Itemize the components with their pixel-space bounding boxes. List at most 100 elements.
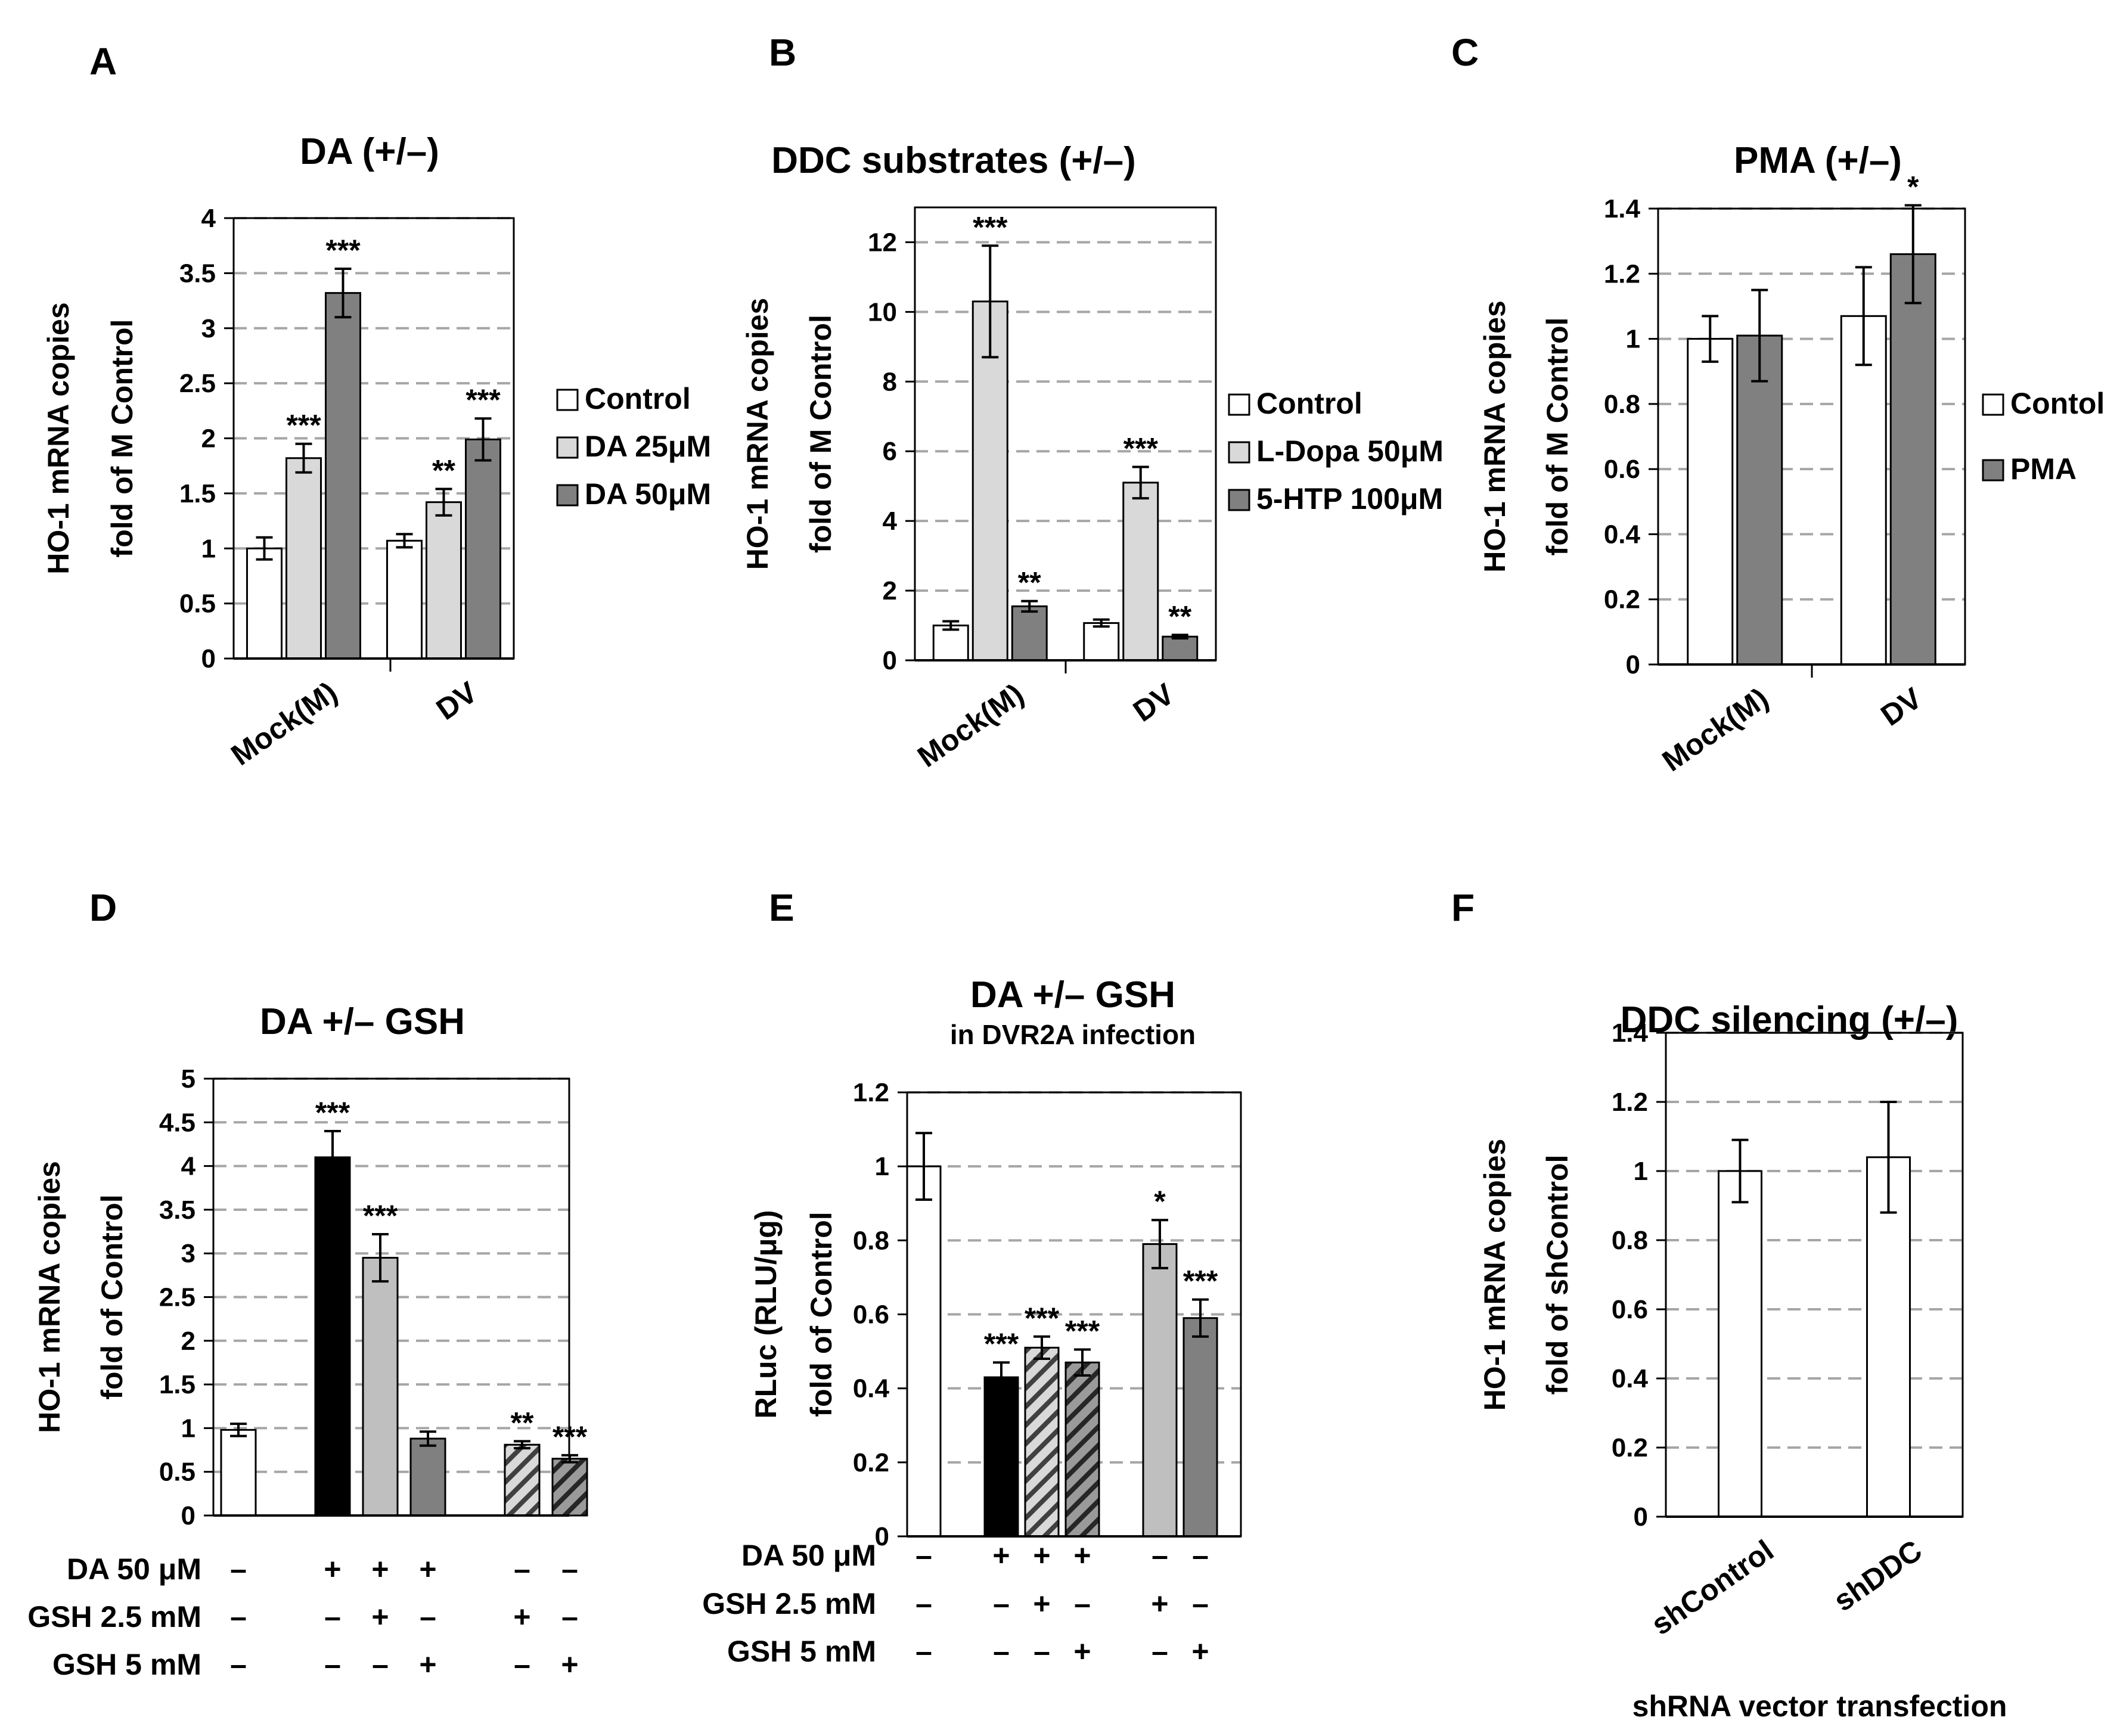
- y-tick-label: 0.8: [1612, 1226, 1648, 1255]
- chart-title: DDC substrates (+/–): [771, 140, 1136, 181]
- y-tick-label: 3: [181, 1239, 195, 1268]
- legend-entry: Control: [1256, 387, 1362, 420]
- bar: [1122, 482, 1159, 662]
- significance-label: ***: [315, 1096, 350, 1129]
- y-axis-label: HO-1 mRNA copies: [1478, 1139, 1511, 1411]
- bar: [1142, 1243, 1178, 1538]
- x-tick-label: Mock(M): [911, 677, 1029, 774]
- condition-mark: –: [1192, 1587, 1209, 1620]
- y-tick-label: 0: [201, 644, 216, 673]
- legend-entry: DA 25μM: [585, 430, 711, 463]
- y-tick-label: 0.4: [1612, 1364, 1649, 1393]
- x-tick-label: Mock(M): [225, 675, 343, 772]
- y-tick-label: 0.4: [1604, 520, 1641, 549]
- bar: [1064, 1361, 1100, 1538]
- condition-mark: –: [230, 1648, 247, 1681]
- y-tick-label: 0.6: [853, 1300, 889, 1330]
- y-tick-label: 0.2: [1612, 1433, 1648, 1462]
- condition-mark: –: [1192, 1539, 1209, 1572]
- bar: [1718, 1170, 1762, 1518]
- condition-mark: –: [514, 1552, 530, 1586]
- bar: [1083, 622, 1120, 662]
- condition-label: GSH 2.5 mM: [702, 1587, 876, 1620]
- chart-title: DDC silencing (+/–): [1621, 999, 1959, 1041]
- legend-entry: PMA: [2010, 452, 2077, 486]
- significance-label: ***: [984, 1327, 1019, 1361]
- condition-mark: –: [372, 1648, 389, 1681]
- bar: [409, 1437, 446, 1517]
- y-axis-label: fold of Control: [95, 1194, 129, 1399]
- bar: [932, 625, 969, 662]
- legend-swatch: [1228, 393, 1250, 416]
- condition-mark: –: [420, 1600, 436, 1633]
- y-axis-label: HO-1 mRNA copies: [33, 1161, 66, 1433]
- y-tick-label: 1: [201, 534, 216, 563]
- condition-mark: +: [324, 1552, 341, 1586]
- condition-mark: –: [1074, 1587, 1091, 1620]
- bar: [1182, 1317, 1218, 1538]
- y-tick-label: 2: [201, 424, 216, 454]
- legend-swatch: [556, 436, 579, 459]
- bar: [983, 1376, 1019, 1538]
- legend-entry: L-Dopa 50μM: [1256, 434, 1444, 468]
- significance-label: ***: [553, 1420, 588, 1454]
- significance-label: ***: [973, 210, 1008, 244]
- legend-swatch: [1982, 459, 2004, 482]
- y-tick-label: 5: [181, 1064, 195, 1094]
- condition-label: DA 50 μM: [741, 1539, 876, 1572]
- y-tick-label: 0.5: [159, 1458, 195, 1487]
- significance-label: **: [511, 1406, 534, 1439]
- condition-mark: –: [514, 1648, 530, 1681]
- chart-title: DA +/– GSH: [260, 1001, 465, 1042]
- bar: [314, 1156, 351, 1517]
- significance-label: *: [1154, 1185, 1166, 1218]
- bar: [285, 457, 322, 660]
- y-tick-label: 2: [181, 1327, 195, 1356]
- y-tick-label: 1.2: [1612, 1088, 1648, 1117]
- condition-mark: –: [561, 1600, 578, 1633]
- condition-mark: +: [1073, 1635, 1091, 1668]
- y-tick-label: 4: [883, 507, 898, 536]
- significance-label: ***: [1183, 1265, 1218, 1298]
- y-tick-label: 10: [868, 297, 897, 327]
- y-tick-label: 4: [201, 204, 216, 233]
- bar: [220, 1428, 257, 1517]
- condition-mark: +: [992, 1539, 1010, 1572]
- legend-entry: Contol: [2010, 387, 2105, 420]
- panel-letter: D: [89, 886, 117, 929]
- y-tick-label: 2.5: [179, 369, 216, 398]
- bar: [246, 547, 283, 660]
- y-tick-label: 0.6: [1612, 1295, 1648, 1324]
- bar: [1687, 338, 1734, 666]
- significance-label: **: [1018, 566, 1041, 600]
- condition-mark: –: [993, 1587, 1010, 1620]
- chart-layer: A DA (+/–) HO-1 mRNA copies fold of M Contr…: [27, 31, 2105, 1723]
- panel-letter: F: [1451, 886, 1475, 929]
- condition-label: GSH 5 mM: [52, 1648, 201, 1681]
- y-axis-label: fold of Control: [805, 1212, 838, 1417]
- legend-entry: Control: [585, 382, 691, 415]
- chart-title: PMA (+/–): [1734, 140, 1902, 181]
- panel-D: D DA +/– GSH HO-1 mRNA copies fold of Contr…: [27, 886, 588, 1681]
- panel-A: A DA (+/–) HO-1 mRNA copies fold of M Contr…: [42, 40, 711, 772]
- y-tick-label: 1.2: [1604, 259, 1640, 288]
- condition-mark: +: [1073, 1539, 1091, 1572]
- panel-E: E DA +/– GSH in DVR2A infection RLuc (RLU/μ…: [702, 886, 1242, 1668]
- significance-label: ***: [363, 1199, 398, 1232]
- condition-mark: +: [1033, 1587, 1050, 1620]
- y-tick-label: 0.5: [179, 589, 216, 619]
- y-tick-label: 3: [201, 314, 216, 343]
- bar: [551, 1458, 588, 1517]
- y-axis-label: fold of shControl: [1541, 1155, 1574, 1395]
- bar: [386, 539, 423, 660]
- chart-subtitle: in DVR2A infection: [950, 1019, 1196, 1050]
- bar: [426, 501, 462, 660]
- y-tick-label: 0.8: [1604, 390, 1640, 419]
- y-tick-label: 3.5: [179, 259, 216, 288]
- bar: [1736, 334, 1783, 666]
- x-tick-label: shControl: [1645, 1533, 1780, 1641]
- y-axis-label: fold of M Control: [105, 319, 139, 558]
- condition-mark: –: [324, 1648, 341, 1681]
- condition-mark: +: [419, 1552, 436, 1586]
